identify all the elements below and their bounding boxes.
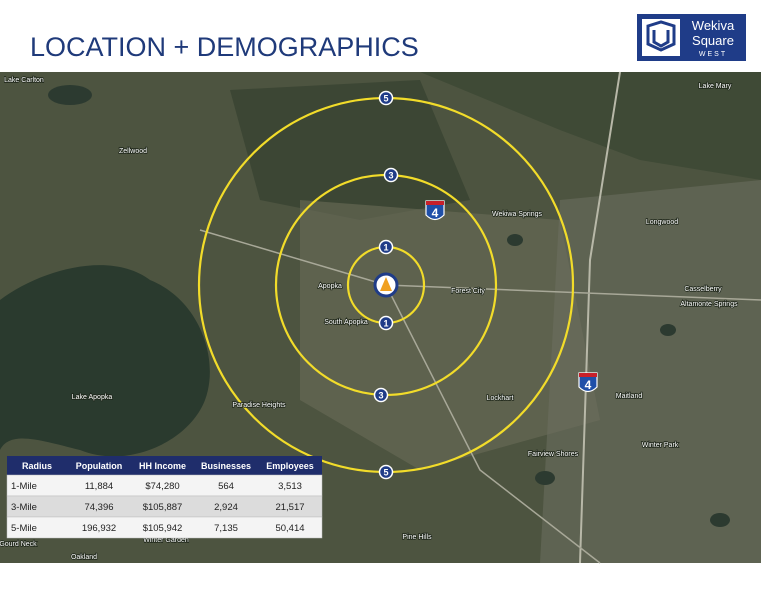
- site-marker: [373, 272, 399, 298]
- place-label: South Apopka: [324, 319, 368, 326]
- interstate-shield: [425, 200, 445, 221]
- ring-badge: [378, 315, 394, 331]
- place-label: Fairview Shores: [528, 451, 579, 458]
- road: [579, 71, 621, 564]
- ring-badge: [383, 167, 399, 183]
- urban: [540, 180, 761, 563]
- place-label: Oakland: [71, 554, 97, 561]
- place-label: Forest City: [451, 288, 485, 295]
- table-cell: 3,513: [278, 481, 302, 492]
- ring-label: 5: [383, 94, 388, 104]
- terrain: [420, 72, 761, 180]
- ring-label: 3: [388, 171, 393, 181]
- logo: Wekiva Square WEST: [637, 14, 746, 61]
- ring-label: 3: [378, 391, 383, 401]
- table-cell: 74,396: [84, 502, 113, 513]
- lake: [710, 513, 730, 527]
- road: [385, 284, 601, 564]
- lake: [535, 471, 555, 485]
- map: [0, 71, 761, 564]
- interstate-top: [579, 373, 597, 377]
- lake: [660, 324, 676, 336]
- table-cell: $105,887: [143, 502, 183, 513]
- logo-text: WEST: [699, 51, 727, 58]
- places: Zellwood Apopka South Apopka Lake Apopka Lak…: [0, 76, 739, 562]
- place-label: Pine Hills: [402, 534, 432, 541]
- place-label: Paradise Heights: [232, 402, 286, 409]
- column-header: HH Income: [139, 461, 186, 471]
- lake: [507, 234, 523, 246]
- interstate-label: 4: [585, 378, 592, 392]
- place-label: Lockhart: [487, 395, 514, 402]
- ring-label: 1: [383, 243, 388, 253]
- logo-text: Wekiva: [692, 18, 735, 33]
- site-marker-icon: [380, 277, 392, 291]
- ring-label: 1: [383, 319, 388, 329]
- table-cell: 5-Mile: [11, 523, 37, 534]
- place-label: Gourd Neck: [0, 541, 37, 548]
- table-cell: 50,414: [275, 523, 304, 534]
- interstate-shield: [578, 372, 598, 393]
- title: LOCATION + DEMOGRAPHICS: [30, 32, 419, 62]
- table-cell: 3-Mile: [11, 502, 37, 513]
- demographics-table: Radius Population HH Income Businesses Emplo…: [6, 456, 323, 539]
- lake-apopka: [0, 265, 210, 457]
- ring-label: 5: [383, 468, 388, 478]
- ring-badge: [378, 239, 394, 255]
- place-label: Maitland: [616, 393, 643, 400]
- column-header: Radius: [22, 461, 52, 471]
- place-label: Longwood: [646, 219, 678, 226]
- logo-icon: [646, 20, 676, 52]
- logo-text: Square: [692, 33, 734, 48]
- lake: [48, 85, 92, 105]
- interstate-label: 4: [432, 206, 439, 220]
- table-cell: 21,517: [275, 502, 304, 513]
- column-header: Businesses: [201, 461, 251, 471]
- table-cell: 564: [218, 481, 234, 492]
- urban: [300, 200, 600, 470]
- ring-badge: [378, 464, 394, 480]
- place-label: Zellwood: [119, 148, 147, 155]
- interstate-top: [426, 201, 444, 205]
- place-label: Apopka: [318, 283, 342, 290]
- terrain: [230, 80, 470, 220]
- place-label: Lake Mary: [699, 83, 732, 90]
- place-label: Lake Apopka: [72, 394, 113, 401]
- place-label: Altamonte Springs: [680, 301, 738, 308]
- place-label: Winter Park: [642, 442, 679, 449]
- rings: 1 1 3 3 5 5 4 4: [197, 90, 598, 480]
- column-header: Population: [76, 461, 123, 471]
- ring-badge: [378, 90, 394, 106]
- place-label: Casselberry: [684, 286, 722, 293]
- table-header: [7, 456, 322, 475]
- column-header: Employees: [266, 461, 314, 471]
- table-cell: 11,884: [85, 481, 113, 492]
- table-cell: 196,932: [82, 523, 116, 534]
- place-label: Winter Garden: [143, 537, 189, 544]
- place-label: Wekiwa Springs: [492, 211, 543, 218]
- table-cell: 1-Mile: [11, 481, 37, 492]
- table-cell: $74,280: [145, 481, 179, 492]
- table-cell: $105,942: [143, 523, 183, 534]
- ring-badge: [373, 387, 389, 403]
- place-label: Lake Carlton: [4, 77, 44, 84]
- table-cell: 2,924: [214, 502, 238, 513]
- table-row: [6, 516, 323, 539]
- table-cell: 7,135: [214, 523, 238, 534]
